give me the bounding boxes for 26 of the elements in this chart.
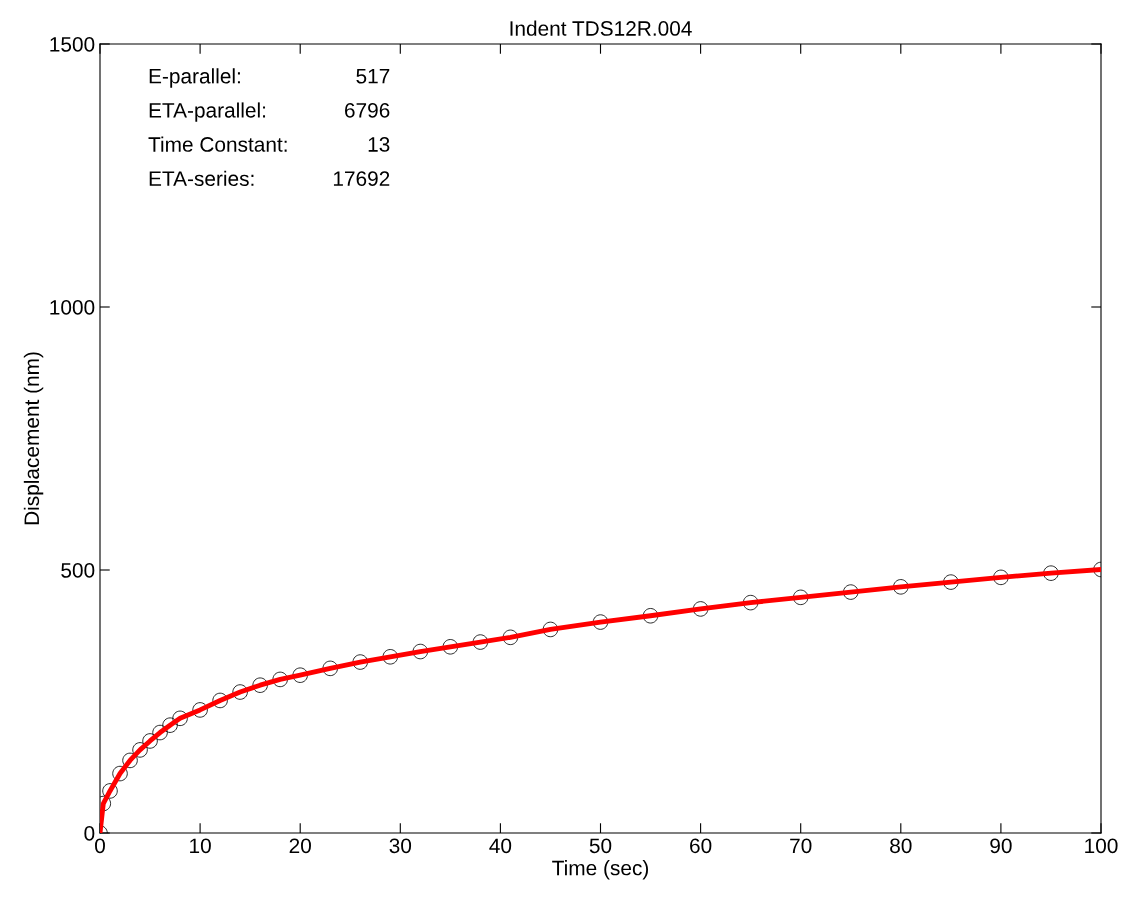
y-tick-label: 1500 — [50, 37, 95, 52]
x-tick-label: 60 — [690, 838, 712, 854]
x-tick-label: 50 — [589, 838, 612, 854]
x-tick-label: 70 — [790, 838, 812, 854]
annotation: Time Constant: — [148, 136, 287, 152]
x-tick-label: 20 — [289, 838, 311, 854]
x-tick-label: 90 — [990, 838, 1012, 854]
y-tick-label: 500 — [61, 563, 95, 578]
annotation: ETA-series: — [149, 170, 254, 187]
y-tick-label: 1000 — [50, 300, 95, 315]
x-tick-label: 0 — [95, 838, 105, 854]
annotation: 17692 — [333, 171, 390, 187]
chart-title: Indent TDS12R.004 — [510, 20, 692, 36]
annotation: 517 — [356, 68, 390, 84]
x-tick-label: 40 — [489, 838, 512, 854]
x-tick-label: 30 — [389, 838, 412, 854]
x-tick-label: 100 — [1085, 838, 1118, 854]
y-tick-label: 0 — [84, 826, 95, 841]
x-tick-label: 80 — [890, 838, 912, 854]
annotation: ETA-parallel: — [149, 102, 266, 122]
annotation: 13 — [368, 137, 390, 152]
y-axis-title: Displacement (nm) — [23, 352, 44, 525]
annotation: E-parallel: — [149, 68, 240, 88]
annotation: 6796 — [345, 102, 390, 118]
x-tick-label: 10 — [190, 838, 211, 854]
x-axis-title: Time (sec) — [552, 860, 649, 880]
